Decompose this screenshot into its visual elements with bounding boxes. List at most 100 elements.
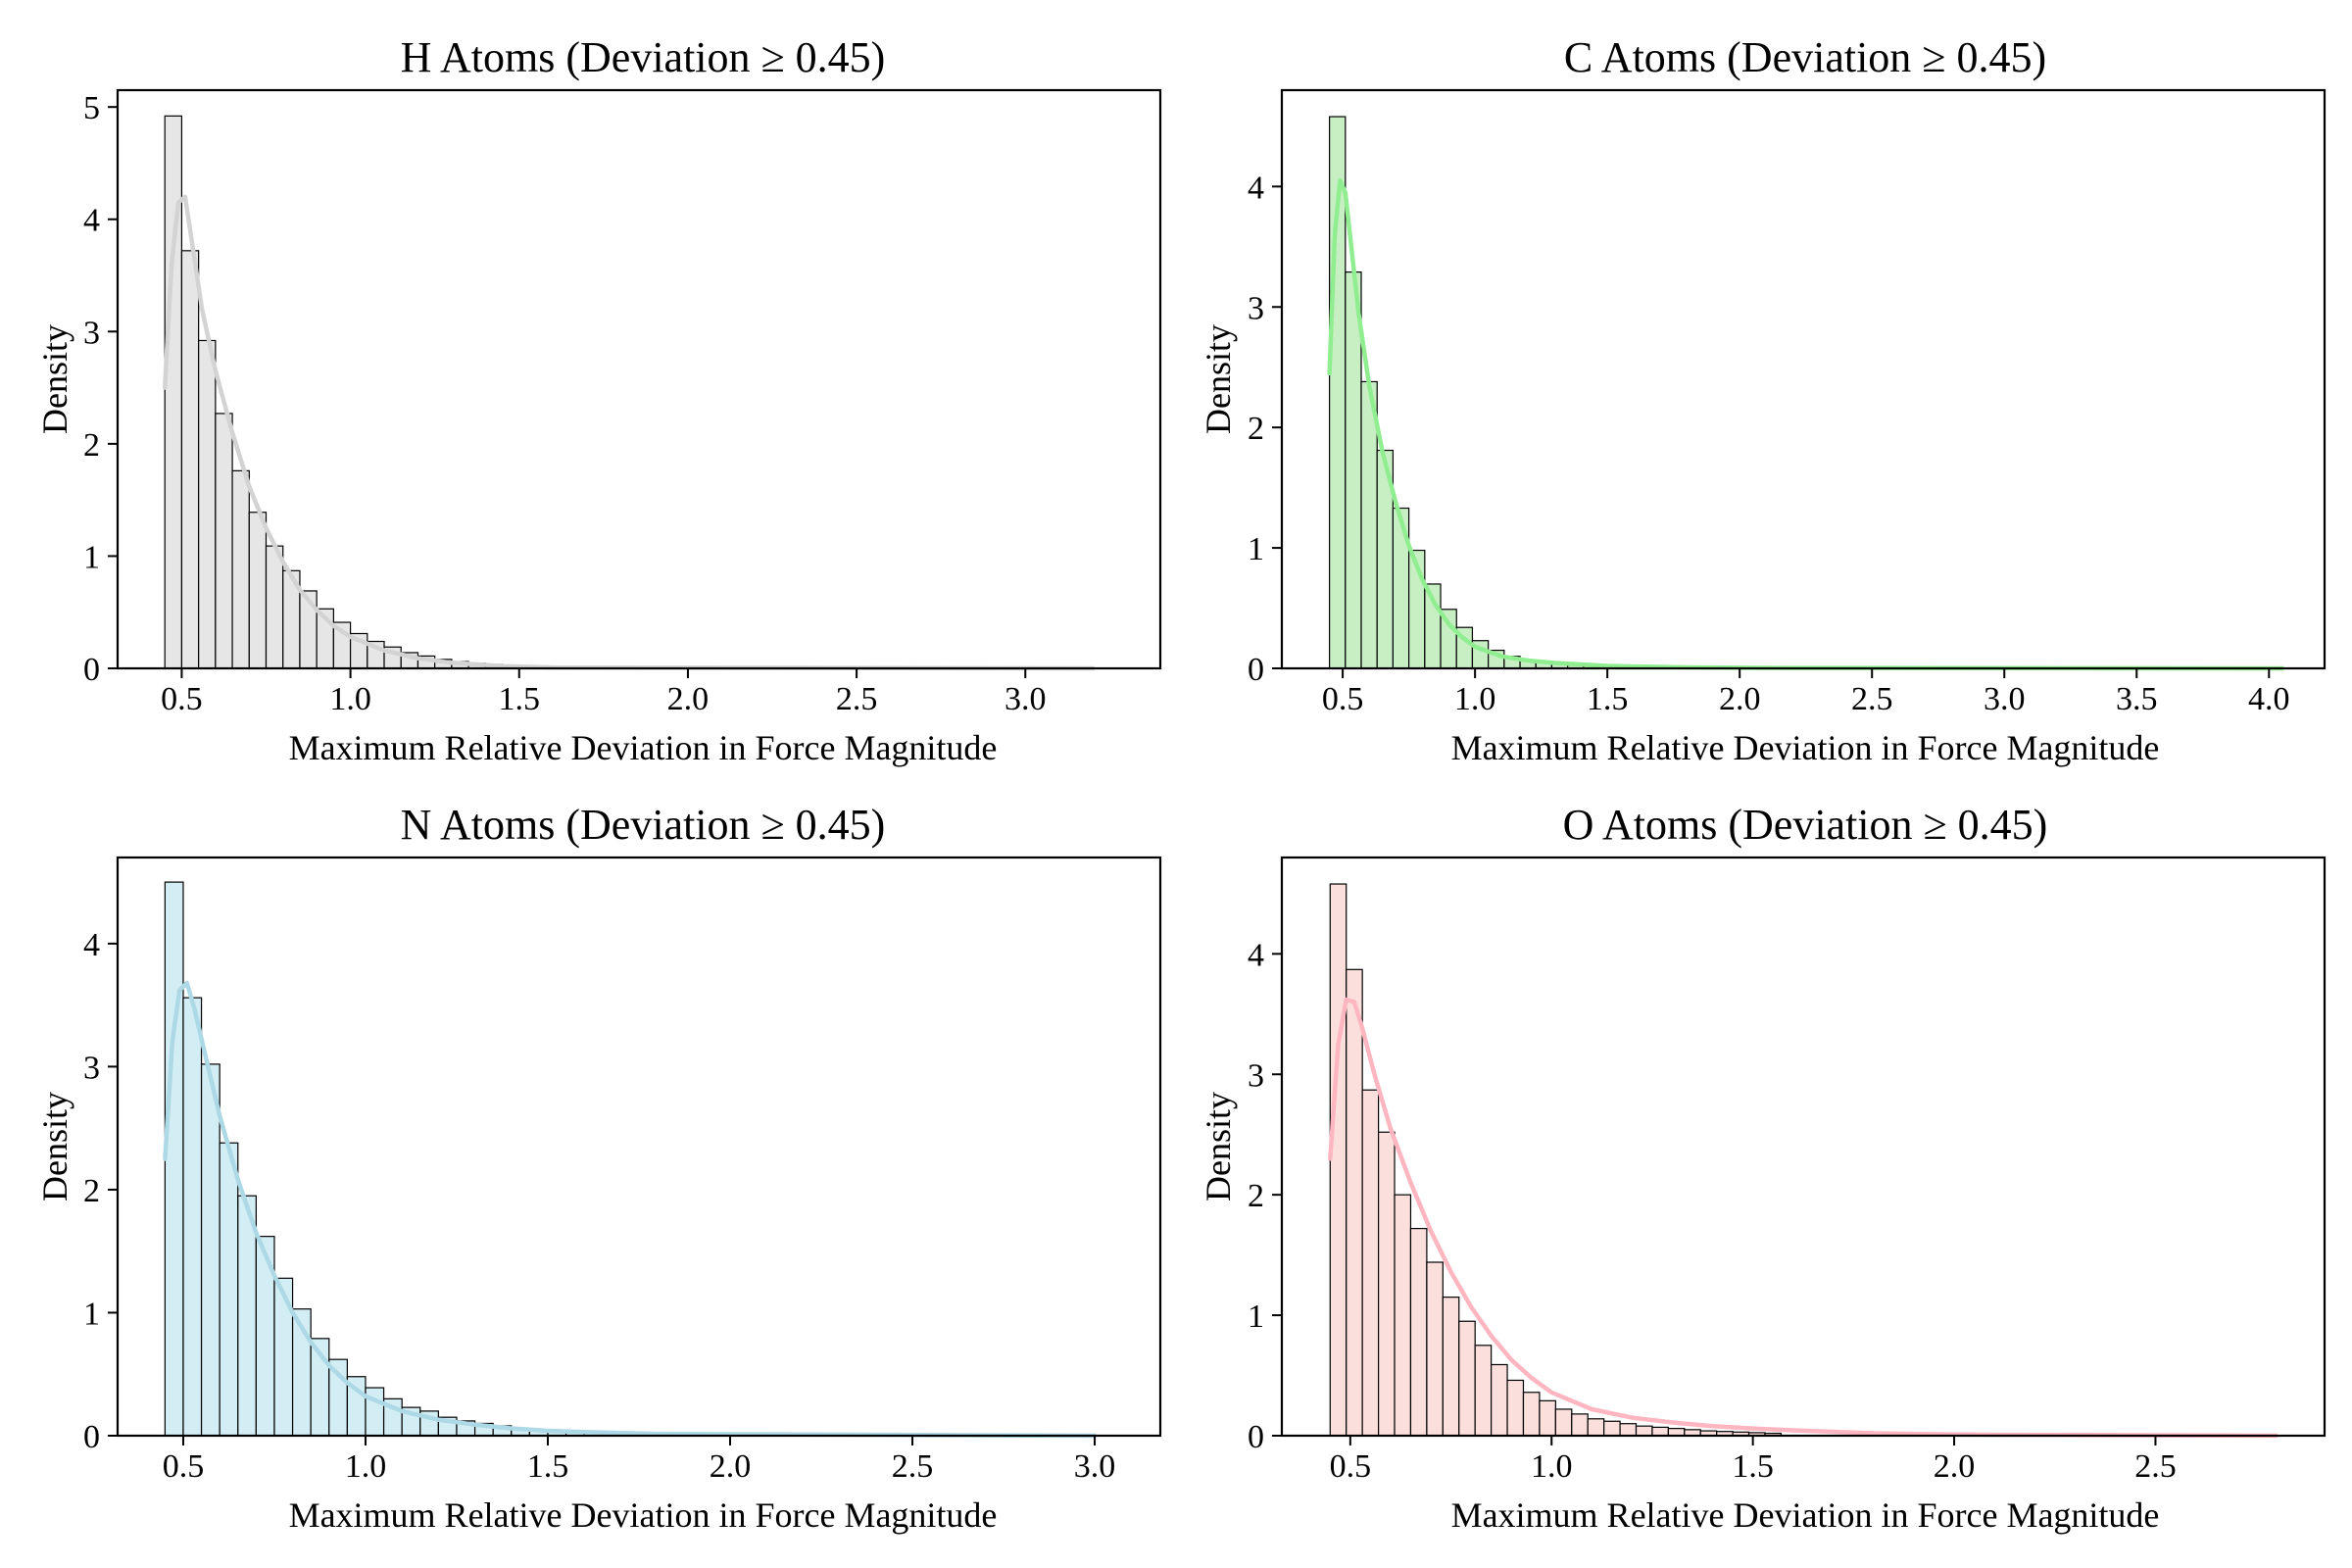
x-tick-label: 2.5 xyxy=(836,681,878,717)
x-tick-label: 0.5 xyxy=(1322,681,1364,717)
y-tick-label: 5 xyxy=(83,90,100,126)
histogram-bar xyxy=(1539,1399,1556,1437)
histogram-bar xyxy=(1474,1345,1493,1437)
histogram-bar xyxy=(1651,1426,1669,1437)
chart-title: O Atoms (Deviation ≥ 0.45) xyxy=(1563,801,2048,849)
axes-frame xyxy=(116,856,1162,1438)
histogram-bar xyxy=(273,1277,294,1437)
y-tick-label: 2 xyxy=(1248,411,1264,447)
y-tick-label: 0 xyxy=(1248,652,1264,688)
x-tick-label: 2.5 xyxy=(1851,681,1893,717)
chart-title: N Atoms (Deviation ≥ 0.45) xyxy=(401,801,886,849)
histogram-bar xyxy=(1506,1379,1525,1437)
histogram-bar xyxy=(1426,1261,1444,1437)
x-tick-label: 3.5 xyxy=(2116,681,2158,717)
histogram-bar xyxy=(1345,271,1362,669)
y-tick-label: 0 xyxy=(83,1419,100,1455)
x-tick-label: 3.0 xyxy=(1074,1448,1116,1485)
histogram-bar xyxy=(1442,1297,1460,1437)
x-axis-label: Maximum Relative Deviation in Force Magn… xyxy=(289,728,998,767)
y-tick-label: 4 xyxy=(83,927,100,963)
histogram-bar xyxy=(237,1195,257,1437)
y-tick-label: 1 xyxy=(1248,531,1264,567)
x-tick-label: 2.0 xyxy=(667,681,710,717)
histogram-bar xyxy=(1394,1194,1412,1437)
x-tick-label: 2.0 xyxy=(1719,681,1761,717)
subplot-o-atoms: O Atoms (Deviation ≥ 0.45) Maximum Relat… xyxy=(1199,801,2327,1535)
chart-title: H Atoms (Deviation ≥ 0.45) xyxy=(401,33,886,81)
x-tick-label: 3.0 xyxy=(1984,681,2026,717)
y-tick-label: 4 xyxy=(1248,170,1264,206)
histogram-bar xyxy=(1554,1408,1573,1437)
plot-area: 0.5 1.0 1.5 2.0 2.5 3.0 0 1 2 3 4 xyxy=(83,856,1162,1485)
kde-curve xyxy=(1328,997,2278,1439)
histogram-bar xyxy=(198,339,217,669)
histogram-bar xyxy=(1603,1420,1621,1437)
histogram-bar xyxy=(265,545,284,669)
x-tick-label: 1.0 xyxy=(345,1448,387,1485)
plot-area: 0.5 1.0 1.5 2.0 2.5 3.0 3.5 4.0 0 1 2 3 4 xyxy=(1248,88,2327,717)
axes-frame xyxy=(1280,856,2327,1438)
histogram-bar xyxy=(1619,1423,1638,1437)
y-tick-label: 4 xyxy=(1248,937,1264,973)
histogram-bar xyxy=(1329,883,1348,1437)
y-tick-label: 2 xyxy=(83,427,100,464)
y-tick-label: 2 xyxy=(83,1173,100,1209)
histogram-bar xyxy=(1346,968,1363,1437)
histogram-bar xyxy=(1360,380,1378,669)
histogram-bar xyxy=(215,413,233,669)
x-tick-label: 3.0 xyxy=(1004,681,1047,717)
x-tick-label: 2.5 xyxy=(892,1448,934,1485)
plot-area: 0.5 1.0 1.5 2.0 2.5 3.0 0 1 2 3 4 5 xyxy=(83,88,1162,717)
y-axis-label: Density xyxy=(1199,1092,1238,1201)
x-axis-label: Maximum Relative Deviation in Force Magn… xyxy=(289,1495,998,1535)
y-tick-label: 0 xyxy=(83,652,100,688)
plot-area: 0.5 1.0 1.5 2.0 2.5 0 1 2 3 4 xyxy=(1248,856,2327,1485)
histogram-bar xyxy=(1522,1392,1541,1437)
x-tick-label: 0.5 xyxy=(1330,1448,1372,1485)
histogram-bar xyxy=(1361,1089,1380,1437)
y-tick-label: 1 xyxy=(83,539,100,575)
y-tick-label: 3 xyxy=(1248,1057,1264,1094)
histogram-bar xyxy=(180,250,200,669)
histogram-bar xyxy=(1667,1428,1686,1437)
x-tick-label: 1.5 xyxy=(1587,681,1629,717)
x-tick-label: 1.5 xyxy=(499,681,541,717)
y-axis-label: Density xyxy=(35,324,74,434)
x-tick-label: 1.5 xyxy=(527,1448,569,1485)
kde-curve xyxy=(1327,177,2285,671)
histogram-bar xyxy=(219,1142,239,1437)
histogram-bar xyxy=(1635,1425,1653,1437)
x-tick-label: 0.5 xyxy=(163,1448,205,1485)
x-tick-label: 4.0 xyxy=(2248,681,2290,717)
kde-curve xyxy=(163,980,1098,1439)
histogram-bar xyxy=(231,469,250,669)
subplot-h-atoms: H Atoms (Deviation ≥ 0.45) Maximum Relat… xyxy=(35,33,1162,767)
histogram-bar xyxy=(1587,1418,1605,1437)
histogram-bar xyxy=(164,115,183,669)
chart-title: C Atoms (Deviation ≥ 0.45) xyxy=(1564,33,2046,81)
subplot-n-atoms: N Atoms (Deviation ≥ 0.45) Maximum Relat… xyxy=(35,801,1162,1535)
histogram-bar xyxy=(164,881,184,1437)
histogram-bar xyxy=(248,512,268,669)
y-tick-label: 4 xyxy=(83,203,100,239)
y-tick-label: 0 xyxy=(1248,1419,1264,1455)
x-axis-label: Maximum Relative Deviation in Force Magn… xyxy=(1451,1495,2160,1535)
x-tick-label: 2.0 xyxy=(1934,1448,1976,1485)
x-tick-label: 2.0 xyxy=(710,1448,752,1485)
y-axis-label: Density xyxy=(1199,324,1238,434)
y-tick-label: 3 xyxy=(83,1050,100,1086)
x-tick-label: 2.5 xyxy=(2134,1448,2177,1485)
histogram-bar xyxy=(365,1387,385,1437)
histogram-bar xyxy=(1571,1413,1589,1437)
axes-frame xyxy=(1280,88,2327,670)
histogram-bar xyxy=(1377,1131,1396,1437)
kde-curve xyxy=(162,194,1096,671)
x-tick-label: 1.5 xyxy=(1732,1448,1774,1485)
histogram-bar xyxy=(1458,1320,1476,1437)
x-tick-label: 1.0 xyxy=(1531,1448,1573,1485)
x-tick-label: 0.5 xyxy=(161,681,203,717)
y-tick-label: 3 xyxy=(83,315,100,351)
histogram-bar xyxy=(182,997,203,1437)
